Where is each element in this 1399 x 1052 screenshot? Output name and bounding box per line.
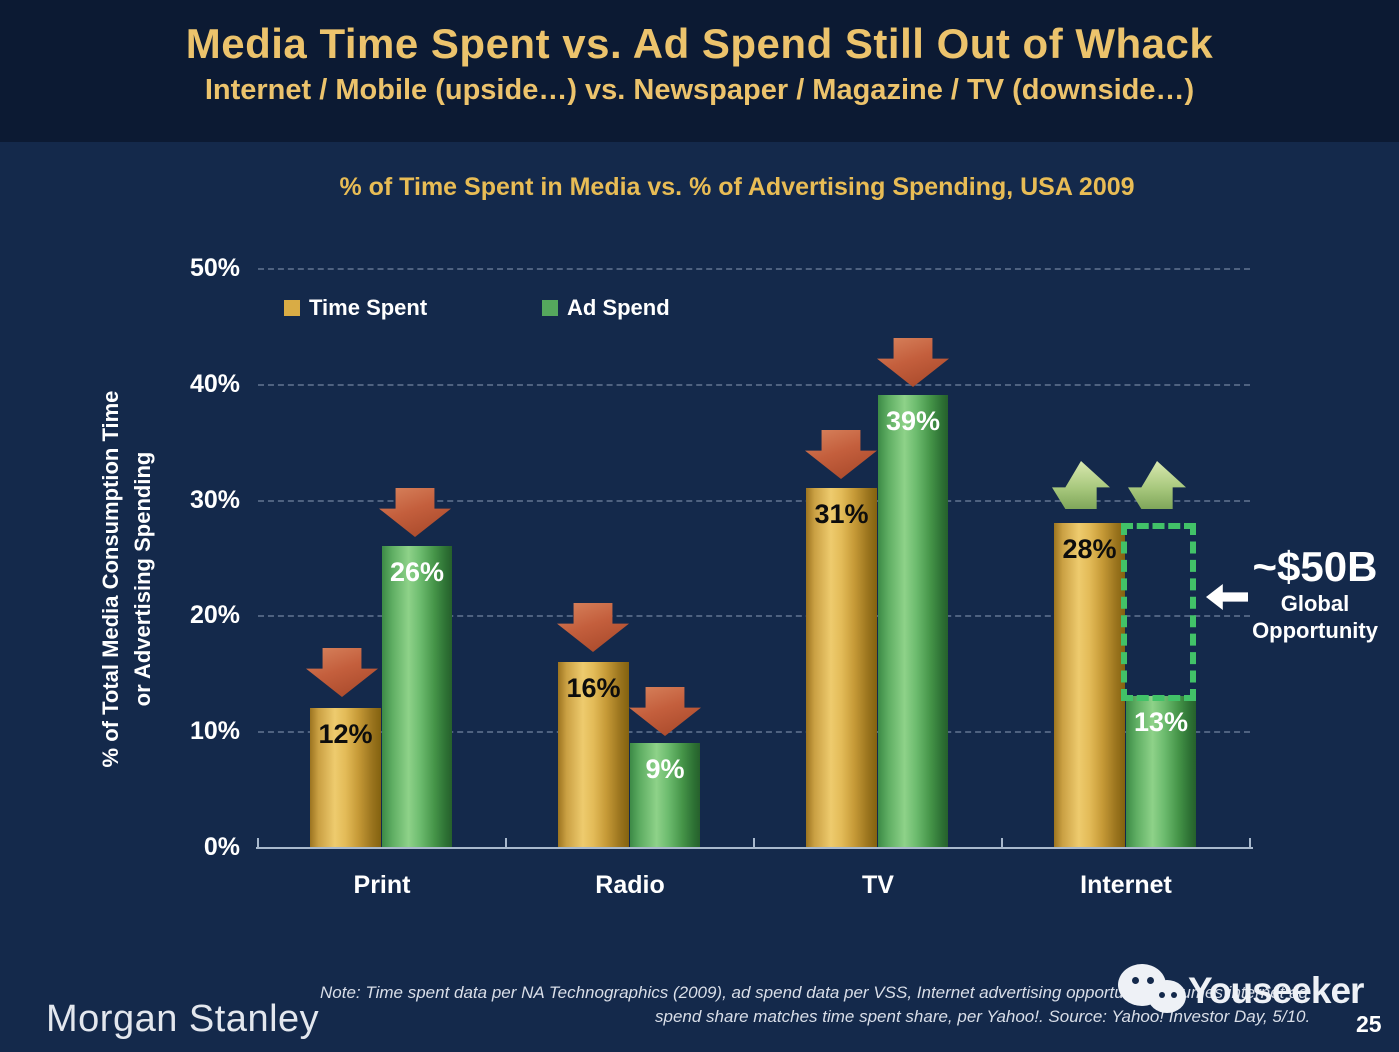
legend-item-ad-spend: Ad Spend xyxy=(542,295,670,321)
down-arrow-icon xyxy=(805,430,877,479)
bar-time-spent-print: 12% xyxy=(310,708,381,847)
slide-subtitle: Internet / Mobile (upside…) vs. Newspape… xyxy=(204,74,1195,106)
bar-ad-spend-radio: 9% xyxy=(630,743,700,847)
opportunity-label-line1: Global xyxy=(1280,591,1350,616)
bar-ad-spend-print: 26% xyxy=(382,546,452,847)
y-tick-40: 40% xyxy=(189,370,240,398)
x-axis-line xyxy=(256,847,1253,849)
y-tick-20: 20% xyxy=(189,601,240,629)
down-arrow-icon xyxy=(877,338,949,387)
legend-label-time-spent: Time Spent xyxy=(309,295,428,320)
bar-value-label: 31% xyxy=(814,499,869,529)
bar-value-label: 13% xyxy=(1133,707,1189,737)
footnote-line1: Note: Time spent data per NA Technograph… xyxy=(320,983,1309,1002)
bar-value-label: 28% xyxy=(1062,534,1117,564)
bar-ad-spend-internet: 13% xyxy=(1126,696,1196,847)
bar-value-label: 16% xyxy=(566,673,621,703)
slide-title: Media Time Spent vs. Ad Spend Still Out … xyxy=(185,20,1214,67)
x-axis-tick xyxy=(505,838,507,848)
x-axis-tick xyxy=(1249,838,1251,848)
chart-title: % of Time Spent in Media vs. % of Advert… xyxy=(339,173,1135,201)
bar-ad-spend-tv: 39% xyxy=(878,395,948,847)
bar-value-label: 12% xyxy=(318,719,373,749)
youseeker-watermark: Youseeker xyxy=(1112,964,1392,1020)
x-axis-tick xyxy=(257,838,259,848)
bar-value-label: 26% xyxy=(389,557,445,587)
gridline-20 xyxy=(258,615,1250,617)
y-tick-0: 0% xyxy=(203,833,240,861)
down-arrow-icon xyxy=(306,648,378,697)
bar-value-label: 39% xyxy=(885,406,941,436)
down-arrow-icon xyxy=(629,687,701,736)
page-number: 25 xyxy=(1356,1011,1382,1037)
opportunity-gap-dashed-box xyxy=(1121,523,1196,701)
legend-item-time-spent: Time Spent xyxy=(284,295,427,321)
opportunity-value: ~$50B xyxy=(1252,543,1378,590)
opportunity-label-line2: Opportunity xyxy=(1252,618,1378,643)
legend-swatch-ad-spend xyxy=(542,300,558,316)
y-axis-title-line1: % of Total Media Consumption Time xyxy=(98,390,123,768)
x-axis-tick xyxy=(1001,838,1003,848)
category-label-tv: TV xyxy=(862,871,894,899)
gridline-50 xyxy=(258,268,1250,270)
legend-swatch-time-spent xyxy=(284,300,300,316)
slide-header: Media Time Spent vs. Ad Spend Still Out … xyxy=(0,0,1399,142)
y-tick-50: 50% xyxy=(189,254,240,282)
y-tick-10: 10% xyxy=(189,717,240,745)
x-axis-tick xyxy=(753,838,755,848)
wechat-icon-small-bubble xyxy=(1148,980,1186,1013)
bar-time-spent-radio: 16% xyxy=(558,662,629,847)
gridline-30 xyxy=(258,500,1250,502)
footnote-line2: spend share matches time spent share, pe… xyxy=(655,1007,1311,1026)
legend-label-ad-spend: Ad Spend xyxy=(567,295,670,320)
gridline-40 xyxy=(258,384,1250,386)
gridline-10 xyxy=(258,731,1250,733)
down-arrow-icon xyxy=(379,488,451,537)
category-label-print: Print xyxy=(353,871,411,899)
bar-time-spent-tv: 31% xyxy=(806,488,877,847)
bar-value-label: 9% xyxy=(645,754,685,784)
category-label-internet: Internet xyxy=(1080,871,1172,899)
opportunity-annotation: ~$50B Global Opportunity xyxy=(1240,544,1390,644)
y-tick-30: 30% xyxy=(189,486,240,514)
category-label-radio: Radio xyxy=(595,871,665,899)
bar-time-spent-internet: 28% xyxy=(1054,523,1125,847)
down-arrow-icon xyxy=(557,603,629,652)
watermark-text: Youseeker xyxy=(1188,970,1364,1011)
morgan-stanley-logo: Morgan Stanley xyxy=(46,998,320,1040)
